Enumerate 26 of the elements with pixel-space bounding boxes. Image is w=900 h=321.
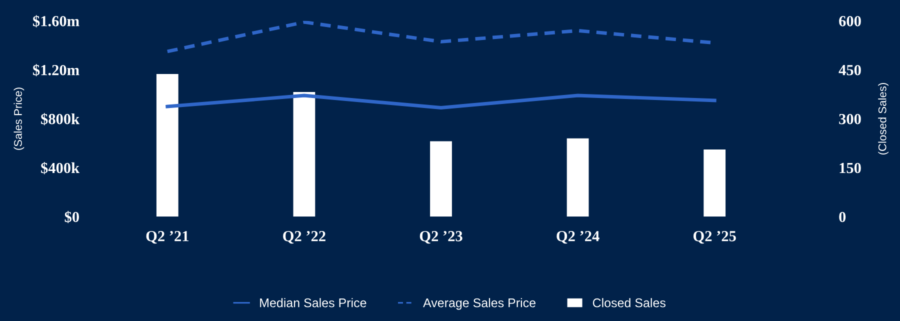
y2-tick-label: 300: [839, 114, 861, 124]
x-tick-label: Q2 ’24: [556, 231, 600, 244]
y2-tick-label: 600: [839, 16, 861, 26]
y2-tick-label: 150: [840, 162, 861, 174]
bar: [430, 141, 452, 217]
y-tick-label: $1.60m: [33, 15, 80, 28]
bar: [566, 138, 589, 217]
line-series: [166, 94, 716, 110]
legend-label: Average Sales Price: [423, 298, 536, 310]
legend-label: Closed Sales: [592, 298, 666, 308]
bar: [704, 149, 726, 217]
y2-axis-title: (Closed Sales): [878, 83, 888, 155]
y-axis-title: (Sales Price): [14, 88, 24, 150]
y-tick-label: $800k: [41, 113, 80, 126]
y-tick-label: $1.20m: [33, 64, 80, 76]
x-tick-label: Q2 ’22: [283, 231, 326, 244]
y2-tick-label: 450: [838, 64, 861, 76]
y2-tick-label: 0: [839, 212, 846, 222]
x-tick-label: Q2 ’25: [693, 231, 736, 244]
x-tick-label: Q2 ’21: [146, 231, 188, 244]
y-tick-label: $0: [64, 210, 79, 224]
legend-label: Median Sales Price: [260, 298, 366, 308]
y-tick-label: $400k: [41, 162, 80, 174]
bar: [293, 92, 316, 217]
x-tick-label: Q2 ’23: [420, 231, 462, 244]
bar: [156, 74, 178, 217]
